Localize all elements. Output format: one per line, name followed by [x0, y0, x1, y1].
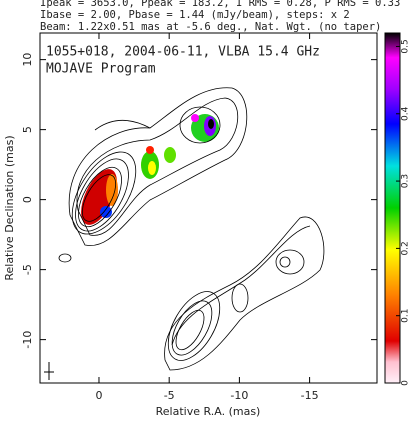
- x-axis-label: Relative R.A. (mas): [156, 405, 261, 418]
- map: [44, 87, 325, 380]
- header-line: Ibase = 2.00, Pbase = 1.44 (mJy/beam), s…: [40, 9, 350, 21]
- x-tick-label: 0: [95, 389, 102, 402]
- polarization: [81, 114, 219, 225]
- x-tick-label: -5: [164, 389, 175, 402]
- x-tick-label: -10: [230, 389, 248, 402]
- contours: [58, 87, 325, 371]
- colorbar-tick-label: 0.3: [401, 174, 410, 188]
- y-tick-label: -5: [21, 264, 34, 275]
- colorbar-tick-label: 0.2: [401, 241, 410, 255]
- header-line: Beam: 1.22x0.51 mas at -5.6 deg., Nat. W…: [40, 21, 381, 33]
- plot-frame: [39, 32, 378, 384]
- y-tick-label: 10: [21, 53, 34, 67]
- plot-subtitle: MOJAVE Program: [46, 62, 156, 77]
- header-line: Ipeak = 3653.0, Ppeak = 183.2, I RMS = 0…: [40, 0, 400, 9]
- colorbar-tick-label: 0.4: [401, 106, 410, 121]
- colorbar-tick-label: 0.1: [401, 309, 410, 323]
- colorbar-tick-label: 0: [401, 380, 410, 386]
- plot-title: 1055+018, 2004-06-11, VLBA 15.4 GHz: [46, 45, 320, 60]
- x-tick-label: -15: [301, 389, 319, 402]
- y-tick-label: 0: [21, 196, 34, 203]
- y-tick-label: -10: [21, 331, 34, 349]
- beam: [44, 362, 54, 380]
- colorbar: [384, 32, 401, 384]
- y-axis-label: Relative Declination (mas): [3, 135, 16, 280]
- colorbar-tick-label: 0.5: [401, 39, 410, 53]
- y-tick-label: 5: [21, 126, 34, 133]
